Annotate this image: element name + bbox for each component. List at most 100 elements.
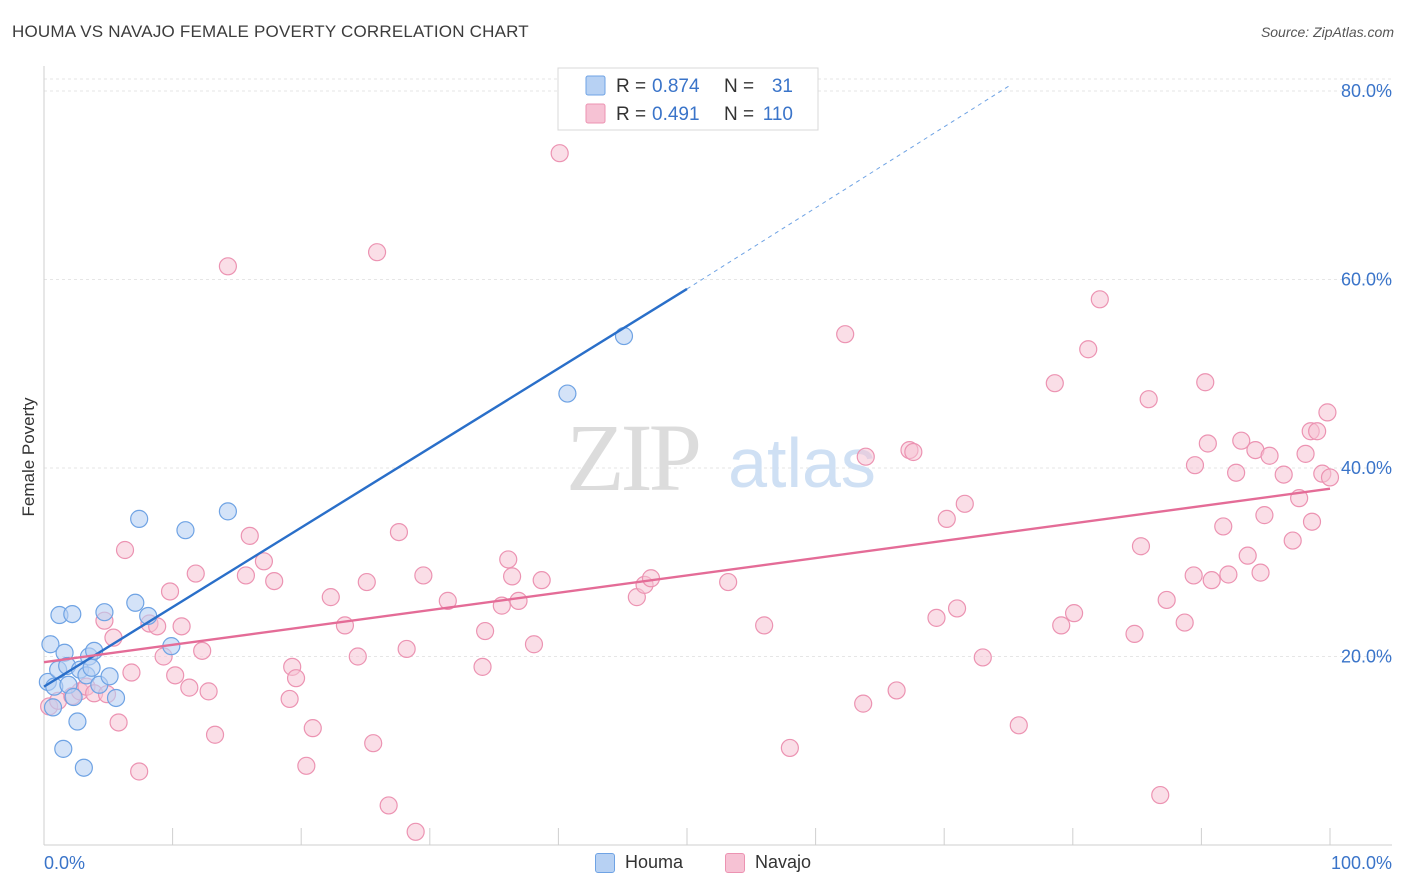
houma-point [176,521,195,540]
houma-point [106,688,126,708]
series-legend: Houma Navajo [0,852,1406,873]
stats-legend: R = 0.874 N = 31 R = 0.491 N = 110 [557,67,819,131]
navajo-point [1214,517,1233,536]
navajo-point [532,571,551,590]
navajo-point [199,682,218,701]
navajo-point [887,681,906,700]
navajo-point [218,257,237,276]
houma-point [68,712,87,731]
navajo-point [955,494,974,513]
navajo-point [1198,434,1217,453]
navajo-point [499,550,518,569]
navajo-point [503,567,522,586]
navajo-point [973,648,992,667]
x-tick-labels: 0.0% 100.0% [44,853,1392,873]
houma-legend-swatch [594,852,615,873]
navajo-point [115,540,135,560]
navajo-point [364,734,383,753]
navajo-point [438,591,457,610]
navajo-point [205,725,225,744]
houma-point [614,326,634,346]
navajo-point [719,572,738,592]
navajo-point [904,442,923,462]
houma-point [74,758,93,777]
navajo-point [1227,463,1246,482]
legend-item-houma[interactable]: Houma [594,852,683,873]
navajo-point [379,796,398,815]
navajo-point [1320,468,1340,487]
navajo-point [854,694,873,713]
y-axis-label: Female Poverty [19,397,38,517]
y-tick-labels: 20.0% 40.0% 60.0% 80.0% [1341,81,1392,667]
navajo-point [1090,290,1109,309]
navajo-point [1131,537,1151,556]
navajo-legend-swatch [725,852,745,873]
navajo-stats-swatch [585,103,606,124]
y-tick-label: 20.0% [1341,647,1392,667]
navajo-point [389,522,409,542]
navajo-point [1219,565,1238,584]
navajo-point [1079,340,1098,359]
houma-point [54,739,73,758]
navajo-point [321,588,340,607]
navajo-point [780,738,799,758]
y-tick-label: 40.0% [1341,458,1392,478]
navajo-point [130,762,149,781]
legend-item-navajo[interactable]: Navajo [725,852,811,873]
navajo-point [1045,374,1064,393]
houma-point [126,593,145,612]
houma-point [130,509,149,528]
houma-point [558,384,577,403]
houma-point [64,687,83,707]
navajo-legend-label: Navajo [755,852,812,872]
navajo-point [1251,563,1270,582]
navajo-point [1064,604,1084,623]
houma-point [43,698,63,717]
navajo-point [1308,422,1327,441]
watermark-atlas: atlas [728,424,876,502]
houma-r-label: R = [616,76,646,97]
trend-lines [43,85,1331,688]
houma-point [63,604,82,624]
navajo-point [109,713,128,732]
navajo-point [236,566,256,585]
watermark-zip: ZIP [566,404,699,511]
navajo-point [357,572,376,592]
navajo-point [297,756,316,775]
navajo-point [254,552,274,571]
navajo-point [265,571,284,591]
navajo-point [193,641,212,660]
navajo-point [856,447,875,466]
navajo-point [1009,716,1028,735]
houma-point [218,502,237,521]
axes [43,66,1392,846]
houma-point [95,603,114,622]
navajo-point [414,566,433,585]
navajo-point [286,669,306,688]
navajo-point [947,599,967,618]
navajo-n-value: 110 [763,104,793,125]
navajo-point [1157,590,1176,610]
navajo-point [1196,373,1215,392]
navajo-point [509,591,528,610]
navajo-point [1185,456,1205,475]
navajo-point [1151,785,1170,805]
navajo-point [406,822,425,841]
navajo-point [1232,431,1251,450]
navajo-r-label: R = [616,104,646,125]
navajo-point [303,719,322,738]
y-tick-label: 80.0% [1341,81,1392,101]
navajo-point [475,621,495,641]
navajo-point [1184,566,1203,585]
navajo-point [280,689,299,709]
navajo-point [1238,546,1257,565]
navajo-point [1125,624,1144,643]
navajo-n-label: N = [724,104,754,125]
navajo-point [335,616,355,635]
navajo-point [367,243,387,262]
houma-point [100,667,119,686]
navajo-point [1202,571,1221,590]
navajo-point [1274,465,1293,484]
navajo-point [937,509,956,528]
navajo-point [348,647,367,666]
